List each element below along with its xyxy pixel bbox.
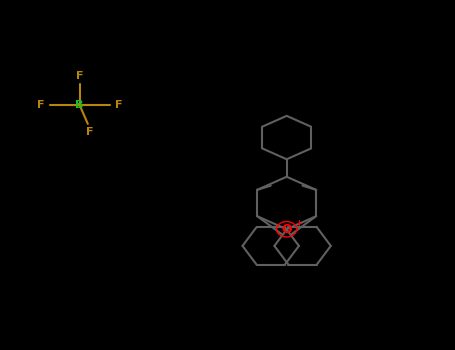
Text: +: + <box>295 219 302 228</box>
Text: O: O <box>281 223 292 236</box>
Text: F: F <box>76 71 83 81</box>
Text: F: F <box>37 100 44 110</box>
Text: F: F <box>115 100 122 110</box>
Text: F: F <box>86 127 94 138</box>
Text: B: B <box>76 100 84 110</box>
